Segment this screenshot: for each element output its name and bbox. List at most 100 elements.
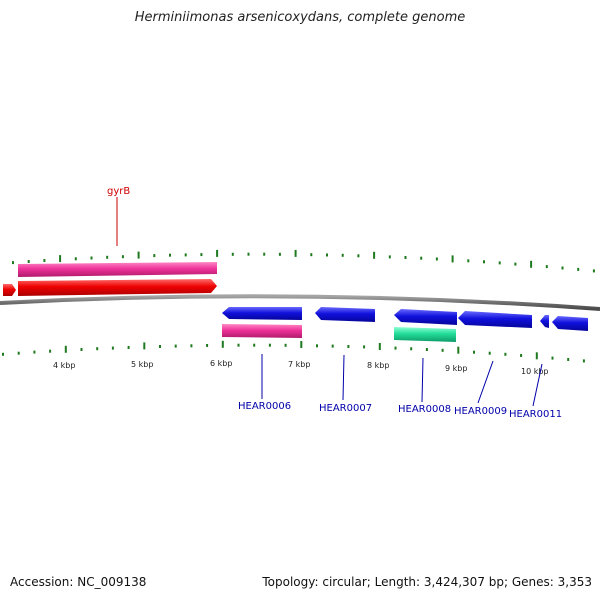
outer-tick-minor [169,253,171,257]
outer-tick-minor [592,269,595,273]
outer-tick-minor [200,253,203,257]
gene-label-hear0008[interactable]: HEAR0008 [398,404,451,415]
outer-tick-minor [12,261,14,265]
outer-tick-minor [545,265,548,269]
outer-tick-minor [357,254,360,258]
scale-label-5kbp: 5 kbp [131,360,153,369]
inner-tick-minor [49,349,52,353]
inner-tick-major [457,346,460,354]
inner-tick-minor [96,347,99,351]
scale-label-7kbp: 7 kbp [288,360,310,369]
inner-tick-minor [17,351,20,355]
cds-forward-small-red[interactable] [3,284,16,296]
leader-line-hear0011 [532,363,543,407]
inner-tick-minor [316,344,318,348]
cds-hear0008-green[interactable] [394,327,456,342]
cds-hear0011-blue[interactable] [552,316,588,331]
outer-tick-minor [247,252,250,256]
outer-tick-minor [561,266,564,270]
outer-tick-minor [43,259,46,262]
outer-tick-minor [514,262,517,266]
outer-tick-minor [577,267,580,271]
leader-line-hear0009 [477,360,494,404]
cds-hear0009-blue[interactable] [458,311,532,328]
outer-tick-major [451,255,454,263]
outer-tick-major [137,251,140,259]
inner-tick-minor [206,344,209,347]
inner-tick-minor [567,358,570,361]
inner-tick-major [64,345,67,353]
inner-tick-minor [410,347,413,351]
cds-hear0006-pink[interactable] [222,324,302,338]
outer-tick-minor [310,253,313,257]
scale-label-10kbp: 10 kbp [521,367,549,376]
leader-line-hear0008 [421,357,424,403]
outer-tick-minor [106,255,109,259]
outer-tick-minor [263,252,266,256]
outer-tick-major [530,260,533,268]
inner-tick-minor [174,344,177,348]
scale-label-6kbp: 6 kbp [210,359,232,368]
scale-label-4kbp: 4 kbp [53,361,75,370]
inner-tick-minor [363,345,366,349]
inner-tick-minor [80,348,83,351]
scale-label-8kbp: 8 kbp [367,361,389,370]
outer-tick-major [216,249,219,257]
cds-gyrb-red[interactable] [18,279,217,296]
gene-label-hear0007[interactable]: HEAR0007 [319,403,372,414]
inner-tick-minor [159,345,161,348]
inner-tick-major [535,352,538,360]
outer-tick-major [373,251,376,259]
inner-tick-minor [551,356,554,360]
inner-tick-minor [394,346,397,350]
cds-hear0010-blue[interactable] [540,315,549,328]
inner-tick-minor [425,348,428,351]
inner-tick-minor [331,344,334,348]
outer-tick-minor [74,257,77,261]
inner-tick-major [221,340,224,348]
outer-tick-minor [498,261,501,265]
inner-tick-minor [253,343,256,347]
inner-tick-minor [237,343,240,347]
gene-label-gyrb[interactable]: gyrB [107,186,130,197]
outer-tick-minor [153,254,156,258]
outer-tick-minor [90,256,93,260]
cds-hear0006-blue[interactable] [222,307,302,320]
outer-tick-minor [326,253,328,257]
outer-tick-minor [483,260,485,264]
inner-tick-minor [33,350,36,354]
inner-tick-minor [441,348,444,352]
outer-tick-minor [388,255,391,259]
cds-hear0008-blue[interactable] [394,309,457,325]
outer-tick-minor [278,252,281,256]
gene-label-hear0009[interactable]: HEAR0009 [454,406,507,417]
outer-tick-minor [420,256,423,260]
outer-tick-minor [341,253,344,257]
outer-tick-minor [231,252,234,256]
gene-label-hear0006[interactable]: HEAR0006 [238,401,291,412]
genome-backbone [0,294,600,311]
gene-label-hear0011[interactable]: HEAR0011 [509,409,562,420]
inner-tick-major [378,343,381,350]
inner-tick-minor [268,343,271,347]
inner-tick-minor [347,345,350,348]
leader-line-hear0007 [342,354,345,401]
inner-tick-minor [488,351,491,355]
genome-summary-text: Topology: circular; Length: 3,424,307 bp… [262,575,592,589]
inner-tick-minor [190,344,193,348]
cds-hear0007-blue[interactable] [315,307,375,322]
inner-tick-minor [2,352,4,356]
inner-tick-minor [520,354,523,357]
inner-tick-minor [284,343,287,347]
scale-label-9kbp: 9 kbp [445,364,467,373]
outer-tick-minor [27,260,30,263]
map-title: Herminiimonas arsenicoxydans, complete g… [134,10,466,25]
inner-tick-minor [582,359,585,363]
inner-tick-minor [111,346,114,350]
inner-tick-minor [473,350,475,354]
accession-text: Accession: NC_009138 [10,575,147,589]
outer-tick-minor [184,253,187,257]
cds-gyrb-pink[interactable] [18,262,217,277]
outer-tick-minor [121,255,124,259]
